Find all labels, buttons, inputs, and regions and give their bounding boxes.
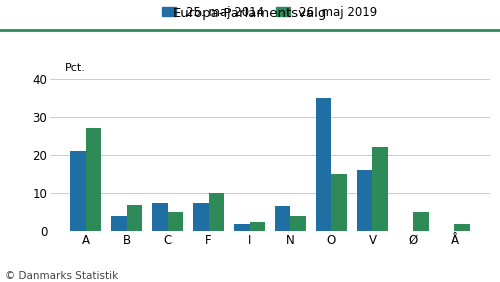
Bar (208, 193, 224, 231)
Text: Europa-Parlamentsvalg: Europa-Parlamentsvalg (173, 7, 327, 20)
Bar (234, 224, 250, 231)
Bar (168, 212, 183, 231)
Bar (275, 206, 290, 231)
Bar (111, 216, 126, 231)
Legend: 25. maj 2014, 26. maj 2019: 25. maj 2014, 26. maj 2019 (162, 6, 378, 19)
Bar (250, 222, 265, 231)
Bar (332, 174, 347, 231)
Bar (372, 147, 388, 231)
Bar (357, 170, 372, 231)
Bar (454, 224, 470, 231)
Bar (70, 151, 86, 231)
Bar (290, 216, 306, 231)
Bar (316, 98, 332, 231)
Text: © Danmarks Statistik: © Danmarks Statistik (5, 271, 118, 281)
Bar (126, 205, 142, 231)
Bar (86, 129, 101, 231)
Bar (193, 203, 208, 231)
Bar (414, 212, 429, 231)
Text: Pct.: Pct. (65, 63, 86, 73)
Bar (152, 203, 168, 231)
